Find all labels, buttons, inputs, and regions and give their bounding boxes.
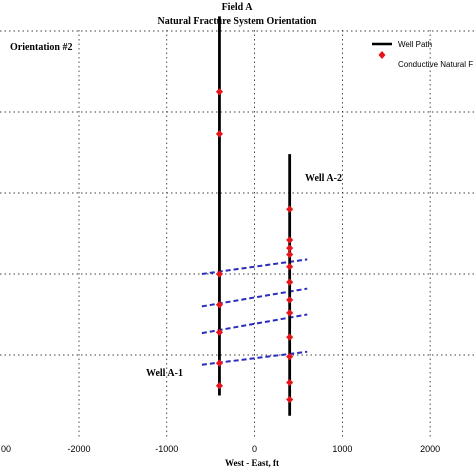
fracture-point (215, 88, 224, 96)
fracture-point (286, 236, 294, 244)
fracture-point (215, 328, 224, 336)
legend-diamond-icon (378, 51, 386, 59)
annotation-orientation: Orientation #2 (10, 42, 73, 53)
fracture-point (286, 353, 294, 361)
fracture-point (215, 359, 224, 367)
fracture-point (215, 130, 224, 138)
fracture-point (286, 333, 294, 341)
fracture-point (286, 244, 294, 252)
fracture-point (286, 205, 294, 213)
x-tick-label: 0 (252, 444, 257, 454)
grid (0, 30, 474, 438)
chart-title: Field A (222, 2, 254, 13)
fracture-point (286, 263, 294, 271)
fracture-point (215, 270, 224, 278)
fracture-point (286, 378, 294, 387)
legend-label-fracture: Conductive Natural F (398, 60, 473, 69)
x-tick-label: -2000 (67, 444, 90, 454)
x-tick-label: 1000 (332, 444, 352, 454)
x-tick-label-partial: 00 (1, 444, 11, 454)
fracture-point (215, 301, 224, 309)
fracture-point (286, 309, 294, 317)
x-tick-label: -1000 (155, 444, 178, 454)
x-axis: -2000 -1000 0 1000 2000 00 (1, 444, 440, 454)
legend-label-well-path: Well Path (398, 40, 432, 49)
fracture-point (286, 296, 294, 304)
annotation-well-a1: Well A-1 (146, 368, 183, 379)
x-tick-label: 2000 (420, 444, 440, 454)
chart-subtitle: Natural Fracture System Orientation (158, 16, 317, 27)
x-axis-label: West - East, ft (225, 458, 279, 468)
fracture-point (215, 382, 224, 390)
fracture-points (215, 88, 294, 404)
fracture-point (286, 395, 294, 404)
fracture-point (286, 250, 294, 259)
annotation-well-a2: Well A-2 (305, 173, 342, 184)
fracture-point (286, 278, 294, 286)
legend: Well Path Conductive Natural F (372, 40, 473, 69)
